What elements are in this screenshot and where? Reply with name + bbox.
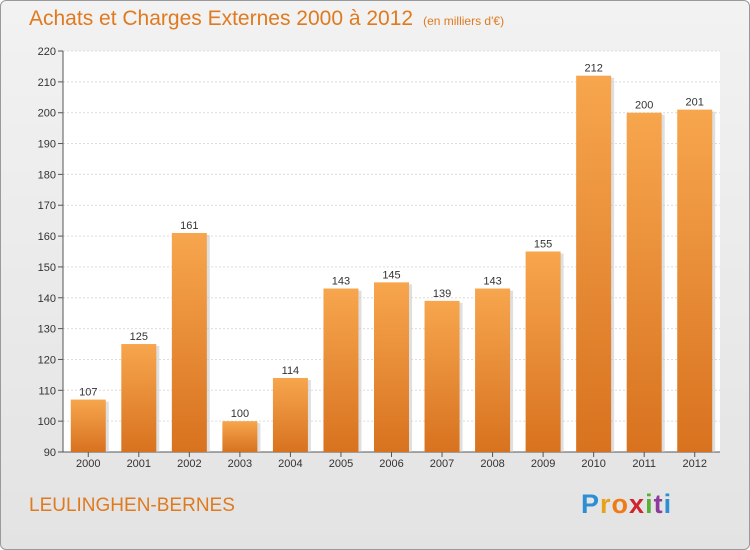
bar xyxy=(424,300,460,452)
y-tick-label: 100 xyxy=(38,416,56,428)
bar-value-label: 107 xyxy=(79,387,97,399)
x-tick-label: 2002 xyxy=(177,458,201,470)
x-tick-label: 2011 xyxy=(632,458,656,470)
y-tick-label: 200 xyxy=(38,108,56,120)
logo-letter: x xyxy=(629,489,646,519)
bar xyxy=(121,344,157,452)
logo-letter: P xyxy=(581,489,601,519)
bar xyxy=(323,288,359,452)
bar-value-label: 143 xyxy=(332,276,350,288)
logo-letter: i xyxy=(645,489,654,519)
place-name: LEULINGHEN-BERNES xyxy=(29,495,235,516)
bar-value-label: 143 xyxy=(483,276,501,288)
y-tick-label: 130 xyxy=(38,324,56,336)
y-tick-label: 120 xyxy=(38,354,56,366)
bar-value-label: 145 xyxy=(382,269,400,281)
y-tick-label: 140 xyxy=(38,293,56,305)
bar-value-label: 139 xyxy=(433,288,451,300)
logo-letter: o xyxy=(611,489,630,519)
bar-value-label: 125 xyxy=(130,331,148,343)
y-tick-label: 210 xyxy=(38,77,56,89)
logo-letter: t xyxy=(653,489,664,519)
logo-letter: r xyxy=(600,489,612,519)
bar xyxy=(222,421,258,452)
x-tick-label: 2000 xyxy=(76,458,100,470)
chart-unit: (en milliers d'€) xyxy=(423,14,505,28)
bar xyxy=(272,377,308,452)
y-tick-label: 180 xyxy=(38,169,56,181)
x-tick-label: 2012 xyxy=(682,458,706,470)
bar-value-label: 212 xyxy=(584,63,602,75)
logo-letter: i xyxy=(663,489,673,519)
bar-value-label: 155 xyxy=(534,239,552,251)
bar-value-label: 100 xyxy=(231,408,249,420)
proxiti-logo: Proxiti xyxy=(581,489,672,520)
chart-title: Achats et Charges Externes 2000 à 2012 (e… xyxy=(29,7,504,31)
bar-value-label: 161 xyxy=(180,220,198,232)
y-tick-label: 190 xyxy=(38,139,56,151)
x-tick-label: 2005 xyxy=(329,458,353,470)
bar xyxy=(171,232,207,452)
x-tick-label: 2009 xyxy=(531,458,555,470)
bar xyxy=(525,251,561,452)
bar xyxy=(677,109,713,452)
x-tick-label: 2007 xyxy=(430,458,454,470)
bar-value-label: 114 xyxy=(282,365,300,377)
bar-value-label: 201 xyxy=(686,97,704,109)
bar xyxy=(374,282,409,452)
y-tick-label: 170 xyxy=(38,200,56,212)
y-tick-label: 220 xyxy=(38,46,56,58)
x-tick-label: 2010 xyxy=(581,458,605,470)
y-tick-label: 110 xyxy=(38,385,56,397)
bar xyxy=(70,399,106,452)
bar xyxy=(576,75,612,452)
x-tick-label: 2003 xyxy=(228,458,252,470)
x-tick-label: 2008 xyxy=(480,458,504,470)
bar xyxy=(475,288,511,452)
y-tick-label: 150 xyxy=(38,262,56,274)
y-tick-label: 90 xyxy=(44,447,56,459)
x-tick-label: 2006 xyxy=(379,458,403,470)
bar xyxy=(626,112,662,452)
x-tick-label: 2001 xyxy=(127,458,151,470)
x-tick-label: 2004 xyxy=(278,458,302,470)
bar-value-label: 200 xyxy=(635,100,653,112)
chart-title-text: Achats et Charges Externes 2000 à 2012 xyxy=(29,7,414,30)
y-tick-label: 160 xyxy=(38,231,56,243)
